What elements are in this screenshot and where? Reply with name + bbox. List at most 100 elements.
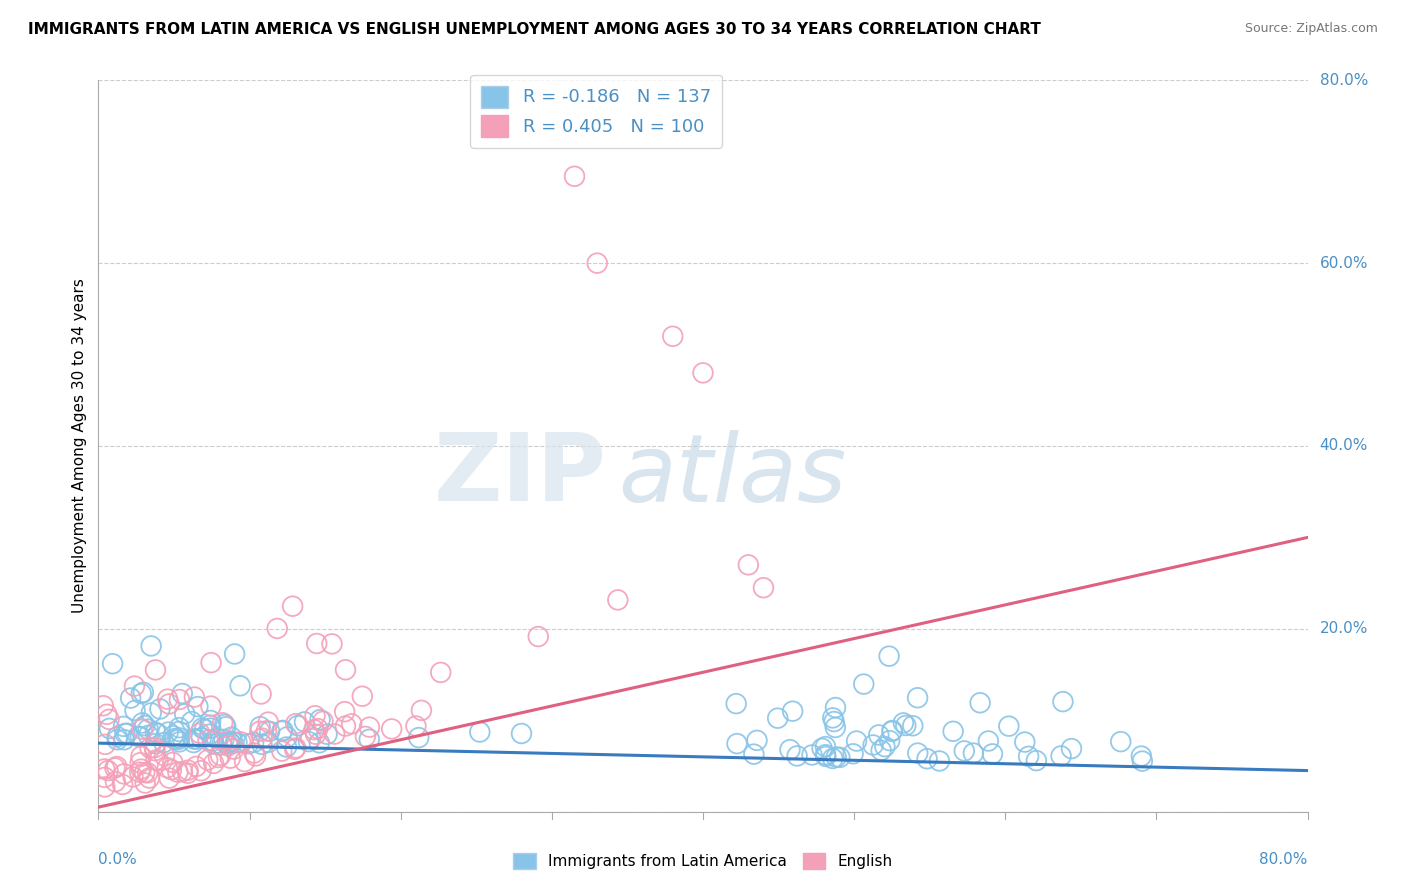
Point xyxy=(359,732,381,747)
Point xyxy=(148,727,170,741)
Point xyxy=(814,747,837,762)
Point xyxy=(136,765,159,780)
Point xyxy=(586,256,609,270)
Point xyxy=(177,766,200,780)
Point xyxy=(202,734,225,748)
Point xyxy=(281,599,304,614)
Point xyxy=(766,711,789,725)
Point xyxy=(745,733,768,747)
Point xyxy=(335,719,357,733)
Point xyxy=(915,752,938,766)
Point xyxy=(129,749,152,764)
Point xyxy=(162,756,184,770)
Point xyxy=(200,721,222,735)
Point xyxy=(128,765,150,780)
Point xyxy=(138,728,160,742)
Point xyxy=(1050,748,1073,763)
Point xyxy=(131,715,153,730)
Point xyxy=(214,717,236,731)
Point xyxy=(167,765,190,780)
Point xyxy=(200,714,222,728)
Point xyxy=(907,746,929,760)
Text: 80.0%: 80.0% xyxy=(1260,852,1308,867)
Point xyxy=(183,732,205,747)
Point xyxy=(229,679,252,693)
Point xyxy=(811,741,834,756)
Point xyxy=(169,735,191,749)
Point xyxy=(1060,741,1083,756)
Point xyxy=(661,329,683,343)
Point xyxy=(145,663,167,677)
Point xyxy=(183,735,205,749)
Point xyxy=(1025,754,1047,768)
Point xyxy=(145,753,167,767)
Point xyxy=(1018,749,1040,764)
Legend: R = -0.186   N = 137, R = 0.405   N = 100: R = -0.186 N = 137, R = 0.405 N = 100 xyxy=(470,75,721,147)
Point xyxy=(323,727,346,741)
Point xyxy=(124,679,146,693)
Point xyxy=(148,754,170,768)
Point xyxy=(202,756,225,771)
Text: Source: ZipAtlas.com: Source: ZipAtlas.com xyxy=(1244,22,1378,36)
Point xyxy=(294,714,316,729)
Point xyxy=(217,736,239,750)
Point xyxy=(257,715,280,730)
Point xyxy=(143,740,166,755)
Point xyxy=(205,731,228,746)
Point xyxy=(249,720,271,734)
Point xyxy=(194,722,217,736)
Point xyxy=(737,558,759,572)
Point xyxy=(305,636,328,650)
Point xyxy=(188,726,211,740)
Point xyxy=(141,706,163,720)
Point xyxy=(276,730,298,744)
Point xyxy=(98,712,121,726)
Point xyxy=(233,755,256,769)
Point xyxy=(824,700,846,714)
Point xyxy=(725,737,748,751)
Point xyxy=(256,723,278,738)
Point xyxy=(198,718,221,732)
Point xyxy=(94,771,117,785)
Point xyxy=(190,764,212,778)
Point xyxy=(405,719,427,733)
Point xyxy=(209,748,232,763)
Point xyxy=(129,687,152,701)
Point xyxy=(134,776,156,790)
Point xyxy=(172,764,194,779)
Point xyxy=(297,734,319,748)
Point xyxy=(134,765,156,780)
Point xyxy=(207,750,229,764)
Point xyxy=(510,726,533,740)
Point xyxy=(127,729,149,743)
Point xyxy=(156,761,179,775)
Point xyxy=(187,699,209,714)
Point xyxy=(167,732,190,747)
Point xyxy=(782,704,804,718)
Point xyxy=(250,687,273,701)
Point xyxy=(828,750,851,764)
Text: 60.0%: 60.0% xyxy=(1320,256,1368,270)
Point xyxy=(143,744,166,758)
Point xyxy=(1130,749,1153,764)
Point xyxy=(316,727,339,741)
Point xyxy=(162,729,184,743)
Point xyxy=(304,708,326,723)
Point xyxy=(284,740,307,755)
Point xyxy=(305,727,328,741)
Point xyxy=(222,742,245,756)
Point xyxy=(821,711,844,725)
Text: 80.0%: 80.0% xyxy=(1320,73,1368,87)
Point xyxy=(284,716,307,731)
Point xyxy=(97,764,120,778)
Point xyxy=(725,697,748,711)
Point xyxy=(276,739,298,754)
Point xyxy=(104,774,127,789)
Point xyxy=(136,722,159,736)
Point xyxy=(169,692,191,706)
Point xyxy=(1052,695,1074,709)
Point xyxy=(842,747,865,761)
Point xyxy=(115,726,138,740)
Point xyxy=(284,742,307,756)
Point xyxy=(468,725,491,739)
